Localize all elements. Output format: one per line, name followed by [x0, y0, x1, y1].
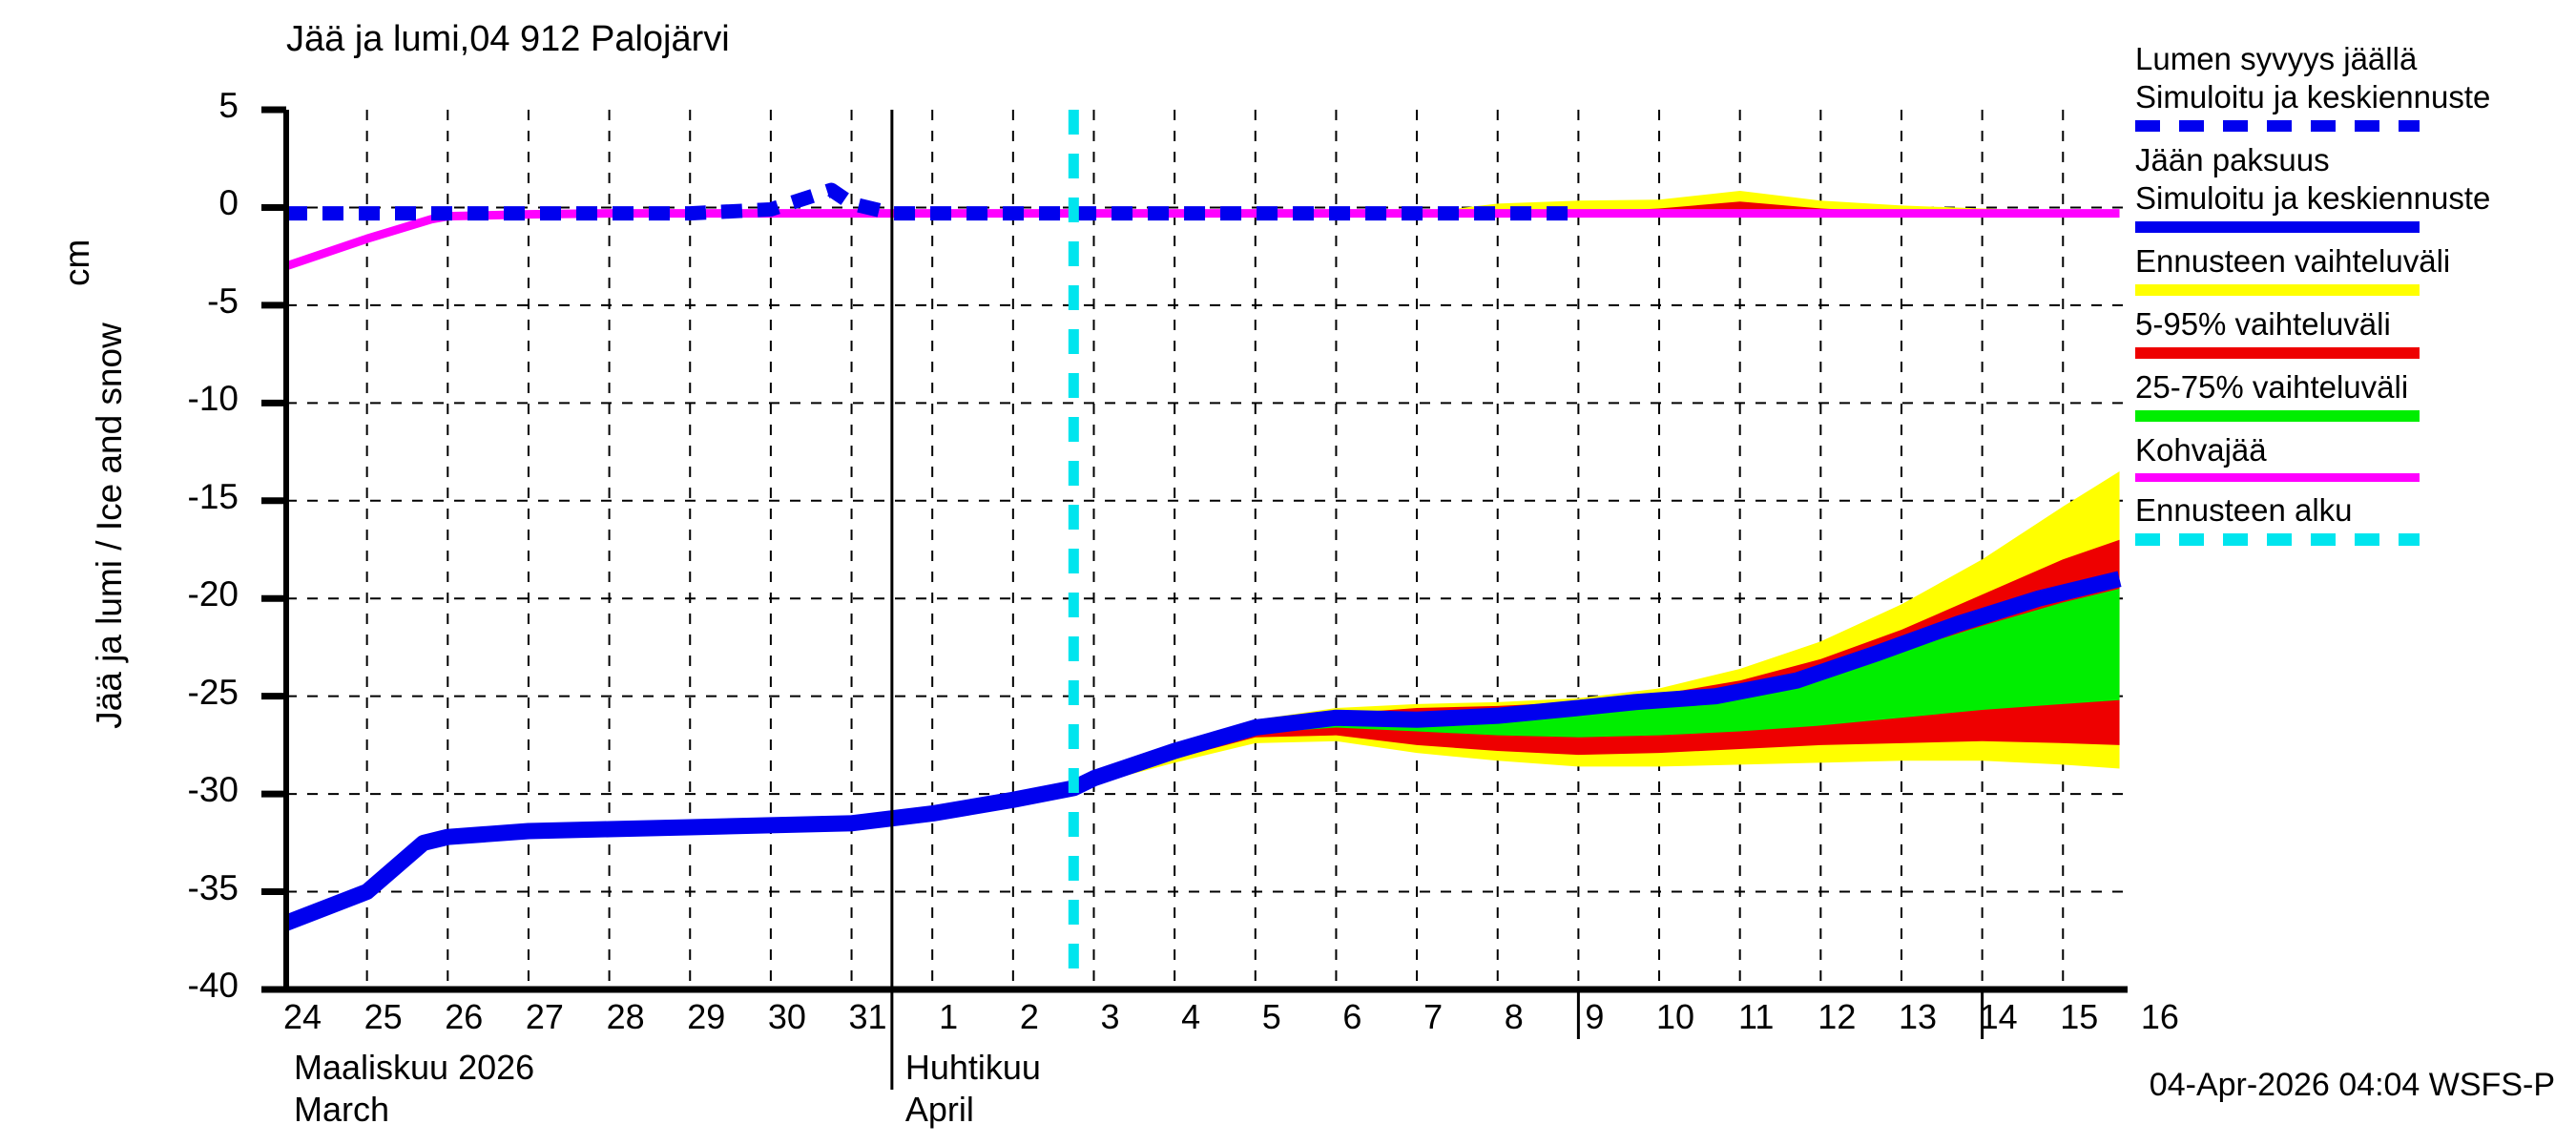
page-title: Jää ja lumi,04 912 Palojärvi [286, 19, 730, 59]
legend-label-sub: Simuloitu ja keskiennuste [2135, 180, 2491, 216]
x-axis-tick-label: 27 [525, 997, 564, 1036]
x-axis-month-april: Huhtikuu April [905, 1047, 1041, 1131]
x-axis-tick-label: 6 [1342, 997, 1362, 1036]
x-axis-tick-label: 3 [1100, 997, 1120, 1036]
legend-swatch-forecast-start [2135, 533, 2420, 546]
x-axis-tick-label: 14 [1979, 997, 2018, 1036]
legend-label: Jään paksuus [2135, 142, 2330, 177]
x-axis-tick-label: 15 [2060, 997, 2099, 1036]
legend-item-forecast-range[interactable]: Ennusteen vaihteluväli [2135, 242, 2574, 296]
legend-label: Ennusteen alku [2135, 492, 2353, 528]
legend-label: 25-75% vaihteluväli [2135, 369, 2409, 405]
x-axis-tick-label: 24 [282, 997, 322, 1036]
legend-item-ice-thickness[interactable]: Jään paksuus Simuloitu ja keskiennuste [2135, 141, 2574, 233]
legend-swatch-range-5-95 [2135, 347, 2420, 359]
band-25-75-ice [1073, 588, 2120, 788]
legend-swatch-forecast-range [2135, 284, 2420, 296]
y-axis-tick-label: -5 [207, 281, 239, 321]
y-axis-tick-label: -40 [187, 966, 239, 1005]
legend-swatch-slush-ice [2135, 473, 2420, 482]
plot-background [286, 110, 2128, 989]
month1-en: March [294, 1090, 390, 1129]
x-axis-tick-label: 5 [1261, 997, 1281, 1036]
band-forecast-range-snow [1417, 191, 2120, 214]
x-axis-tick-label: 4 [1181, 997, 1201, 1036]
x-axis-tick-label: 30 [767, 997, 806, 1036]
x-axis-tick-label: 26 [445, 997, 484, 1036]
x-axis-tick-label: 9 [1585, 997, 1605, 1036]
legend-item-range-25-75[interactable]: 25-75% vaihteluväli [2135, 368, 2574, 422]
y-axis-tick-label: -20 [187, 574, 239, 614]
x-axis-tick-label: 28 [606, 997, 645, 1036]
y-axis-tick-label: -25 [187, 672, 239, 712]
legend-item-range-5-95[interactable]: 5-95% vaihteluväli [2135, 305, 2574, 359]
x-axis-tick-label: 16 [2140, 997, 2179, 1036]
month2-en: April [904, 1090, 974, 1129]
x-axis-tick-label: 8 [1504, 997, 1524, 1036]
legend-label: Kohvajää [2135, 432, 2267, 468]
y-axis-tick-label: -35 [187, 867, 239, 907]
footer-timestamp: 04-Apr-2026 04:04 WSFS-P [2149, 1067, 2555, 1103]
series-ice-thickness [282, 571, 2122, 931]
x-axis-tick-label: 2 [1019, 997, 1039, 1036]
month2-fi: Huhtikuu [904, 1048, 1041, 1087]
x-axis-tick-label: 10 [1656, 997, 1695, 1036]
x-axis-tick-label: 25 [364, 997, 403, 1036]
legend-swatch-range-25-75 [2135, 410, 2420, 422]
y-axis-tick-label: -10 [187, 379, 239, 419]
x-axis-tick-label: 7 [1423, 997, 1444, 1036]
series-snow-depth [286, 182, 1579, 221]
legend-label: 5-95% vaihteluväli [2135, 306, 2391, 342]
x-axis-tick-label: 13 [1898, 997, 1937, 1036]
y-axis-tick-label: -15 [187, 476, 239, 516]
legend-item-slush-ice[interactable]: Kohvajää [2135, 431, 2574, 482]
month1-fi: Maaliskuu 2026 [294, 1048, 535, 1087]
y-axis-tick-label: 0 [218, 183, 239, 223]
legend-label-sub: Simuloitu ja keskiennuste [2135, 79, 2491, 114]
x-axis-tick-label: 29 [687, 997, 726, 1036]
legend-label: Lumen syvyys jäällä [2135, 41, 2418, 76]
legend-label: Ennusteen vaihteluväli [2135, 243, 2451, 279]
y-axis-tick-label: 5 [218, 86, 239, 125]
legend: Lumen syvyys jäällä Simuloitu ja keskienn… [2135, 40, 2574, 555]
legend-swatch-ice-thickness [2135, 221, 2420, 233]
x-axis-tick-label: 1 [939, 997, 959, 1036]
x-axis-tick-label: 12 [1818, 997, 1857, 1036]
y-axis-tick-label: -30 [187, 770, 239, 810]
legend-item-forecast-start[interactable]: Ennusteen alku [2135, 491, 2574, 546]
band-5-95-snow [1417, 201, 2120, 214]
legend-swatch-snow-depth-on-ice [2135, 120, 2420, 132]
legend-item-snow-depth-on-ice[interactable]: Lumen syvyys jäällä Simuloitu ja keskienn… [2135, 40, 2574, 132]
x-axis-tick-label: 11 [1737, 997, 1775, 1036]
x-axis-tick-label: 31 [848, 997, 887, 1036]
x-axis-month-march: Maaliskuu 2026 March [294, 1047, 534, 1131]
